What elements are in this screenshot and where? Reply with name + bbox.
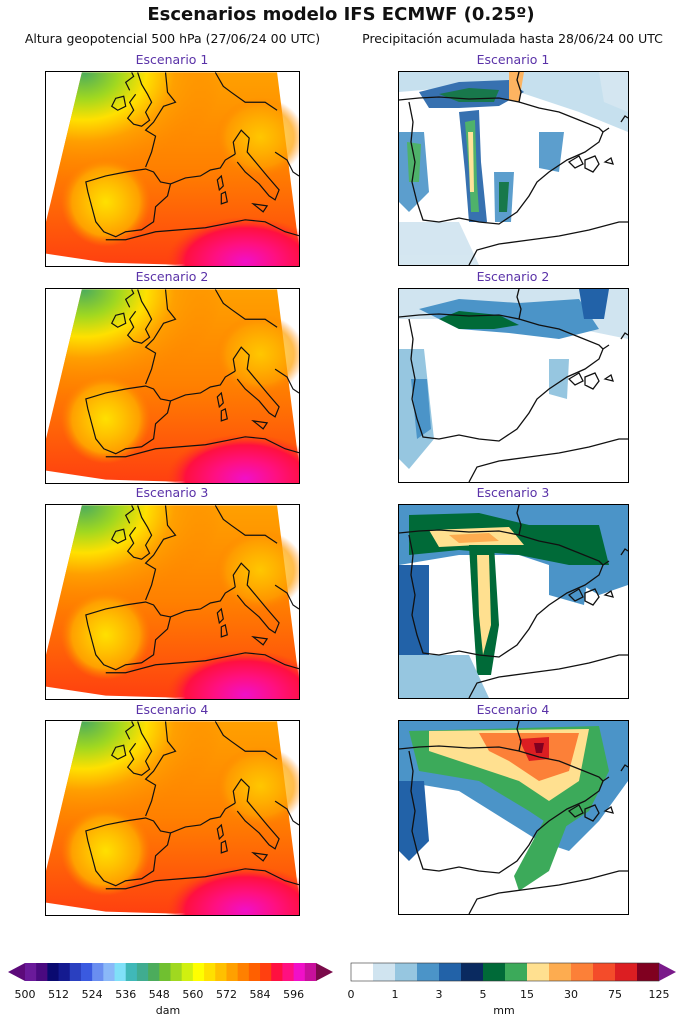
colorbar-tick-label: 0 <box>347 988 355 1001</box>
colorbar-swatch <box>439 963 462 981</box>
colorbar-swatch <box>615 963 638 981</box>
colorbar-tick-label: 15 <box>520 988 534 1001</box>
geopotential-map-2 <box>45 288 300 484</box>
colorbar-swatch <box>148 963 160 981</box>
colorbar-tick-label: 512 <box>48 988 70 1001</box>
precipitation-map-1 <box>398 71 629 266</box>
geopotential-unit-label: dam <box>155 1004 181 1017</box>
colorbar-swatch <box>136 963 149 981</box>
colorbar-tick-label: 75 <box>608 988 622 1001</box>
colorbar-swatch <box>417 963 440 981</box>
colorbar-tick-label: 560 <box>182 988 204 1001</box>
geopotential-map-1 <box>45 71 300 267</box>
colorbar-swatch <box>92 963 104 981</box>
precipitation-colorbar <box>350 962 676 982</box>
colorbar-tick-label: 3 <box>435 988 443 1001</box>
colorbar-tick-label: 1 <box>391 988 399 1001</box>
geo-scenario-3-label: Escenario 3 <box>135 485 209 500</box>
precip-scenario-3-label: Escenario 3 <box>476 485 550 500</box>
colorbar-swatch <box>637 963 660 981</box>
colorbar-swatch <box>80 963 93 981</box>
geopotential-column-title: Altura geopotencial 500 hPa (27/06/24 00… <box>24 31 321 46</box>
colorbar-swatch <box>204 963 216 981</box>
colorbar-swatch <box>248 963 261 981</box>
colorbar-swatch <box>461 963 484 981</box>
colorbar-tick-label: 536 <box>115 988 137 1001</box>
colorbar-swatch <box>593 963 616 981</box>
colorbar-swatch <box>549 963 572 981</box>
colorbar-swatch <box>505 963 528 981</box>
colorbar-tick-label: 125 <box>648 988 670 1001</box>
colorbar-swatch <box>260 963 272 981</box>
colorbar-swatch <box>159 963 171 981</box>
colorbar-swatch <box>395 963 418 981</box>
colorbar-tick-label: 596 <box>283 988 305 1001</box>
colorbar-tick-label: 584 <box>249 988 271 1001</box>
colorbar-under-triangle <box>8 963 25 981</box>
colorbar-swatch <box>58 963 71 981</box>
precipitation-map-3 <box>398 504 629 699</box>
colorbar-tick-label: 572 <box>215 988 237 1001</box>
colorbar-swatch <box>293 963 306 981</box>
precip-scenario-2-label: Escenario 2 <box>476 269 550 284</box>
colorbar-swatch <box>483 963 506 981</box>
geo-scenario-2-label: Escenario 2 <box>135 269 209 284</box>
colorbar-swatch <box>69 963 82 981</box>
colorbar-swatch <box>192 963 205 981</box>
colorbar-tick-label: 30 <box>564 988 578 1001</box>
colorbar-swatch <box>114 963 127 981</box>
geopotential-colorbar <box>8 963 333 981</box>
colorbar-swatch <box>226 963 239 981</box>
figure-title: Escenarios modelo IFS ECMWF (0.25º) <box>147 4 535 25</box>
geo-scenario-4-label: Escenario 4 <box>135 702 209 717</box>
colorbar-swatch <box>571 963 594 981</box>
colorbar-swatch <box>373 963 396 981</box>
geo-scenario-1-label: Escenario 1 <box>135 52 209 67</box>
colorbar-swatch <box>103 963 116 981</box>
colorbar-swatch <box>25 963 37 981</box>
colorbar-tick-label: 500 <box>14 988 36 1001</box>
precipitation-map-2 <box>398 288 629 483</box>
colorbar-tick-label: 548 <box>148 988 170 1001</box>
colorbar-swatch <box>215 963 227 981</box>
precipitation-map-4 <box>398 720 629 915</box>
colorbar-swatch <box>237 963 250 981</box>
colorbar-swatch <box>36 963 48 981</box>
colorbar-tick-label: 5 <box>479 988 487 1001</box>
precip-scenario-1-label: Escenario 1 <box>476 52 550 67</box>
colorbar-swatch <box>170 963 183 981</box>
colorbar-tick-label: 524 <box>81 988 103 1001</box>
colorbar-over-triangle <box>316 963 333 981</box>
colorbar-swatch <box>351 963 374 981</box>
geopotential-map-3 <box>45 504 300 700</box>
colorbar-swatch <box>125 963 138 981</box>
colorbar-swatch <box>271 963 283 981</box>
colorbar-swatch <box>181 963 194 981</box>
colorbar-swatch <box>47 963 60 981</box>
precipitation-unit-label: mm <box>493 1004 515 1017</box>
colorbar-over-triangle <box>659 963 676 981</box>
precip-scenario-4-label: Escenario 4 <box>476 702 550 717</box>
colorbar-swatch <box>527 963 550 981</box>
colorbar-swatch <box>282 963 295 981</box>
precipitation-column-title: Precipitación acumulada hasta 28/06/24 0… <box>362 31 663 46</box>
geopotential-map-4 <box>45 720 300 916</box>
colorbar-swatch <box>304 963 317 981</box>
